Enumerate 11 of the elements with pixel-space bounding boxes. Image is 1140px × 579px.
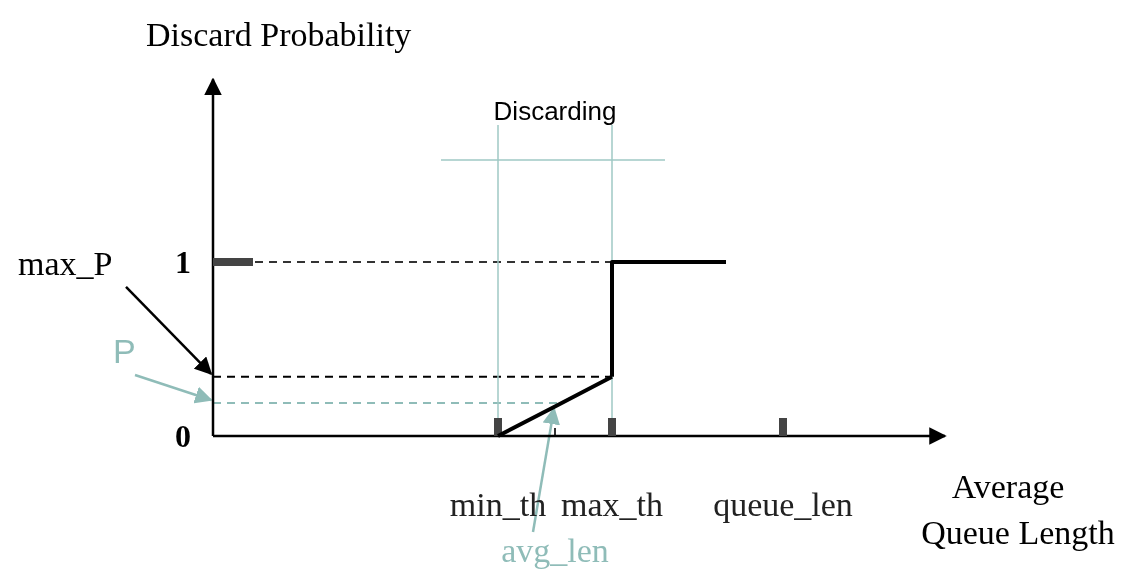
y-tick-label: 0 xyxy=(175,418,191,454)
y-axis-title: Discard Probability xyxy=(146,16,412,53)
annotation: Discarding xyxy=(493,96,617,126)
y-tick-label: 1 xyxy=(175,244,191,280)
x-tick-label: min_th xyxy=(449,486,547,523)
x-tick-label: max_th xyxy=(561,486,663,523)
annotation: avg_len xyxy=(501,532,609,569)
x-tick-label: queue_len xyxy=(713,486,853,523)
ref-line-label: P xyxy=(113,331,136,370)
x-axis-title: Average Queue Length xyxy=(921,468,1115,551)
ref-line-label: max_P xyxy=(18,244,113,282)
